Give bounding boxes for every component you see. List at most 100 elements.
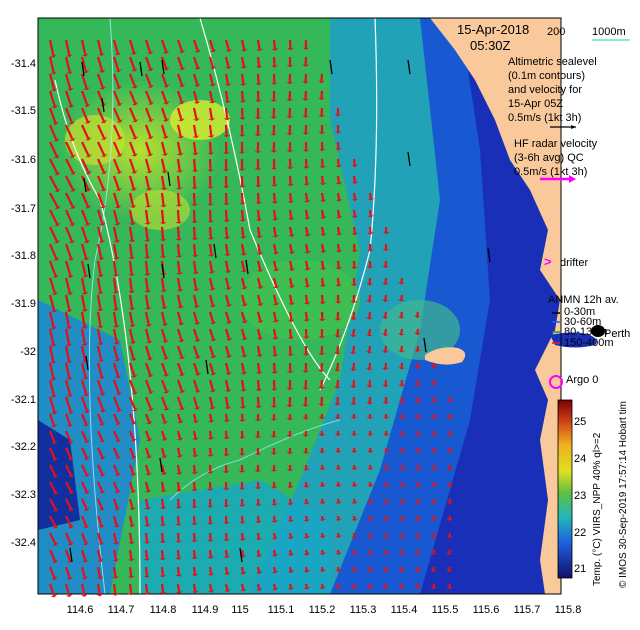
velocity-arrow: [112, 73, 120, 88]
velocity-arrow-head: [367, 215, 375, 218]
velocity-arrow-head: [208, 100, 216, 104]
velocity-arrow-head: [254, 419, 262, 422]
velocity-arrow: [272, 56, 276, 66]
velocity-arrow: [240, 396, 245, 407]
velocity-arrow-head: [270, 133, 278, 136]
velocity-arrow-head: [334, 450, 342, 453]
velocity-arrow-head: [130, 455, 137, 459]
velocity-arrow: [128, 90, 137, 104]
velocity-arrow: [96, 107, 105, 122]
velocity-arrow: [336, 345, 340, 353]
velocity-arrow-head: [207, 420, 215, 423]
velocity-arrow-head: [111, 593, 119, 596]
velocity-arrow: [48, 566, 56, 579]
velocity-arrow: [81, 481, 88, 493]
velocity-arrow-head: [84, 205, 92, 209]
velocity-arrow: [97, 141, 106, 156]
velocity-arrow-head: [222, 454, 230, 457]
velocity-arrow-head: [84, 222, 91, 226]
velocity-arrow: [128, 158, 136, 173]
velocity-arrow-head: [398, 367, 406, 370]
x-tick: 115.3: [349, 604, 377, 616]
velocity-arrow-head: [382, 553, 390, 555]
velocity-arrow: [80, 192, 90, 208]
velocity-arrow-head: [178, 66, 186, 70]
velocity-arrow-head: [147, 67, 154, 71]
velocity-arrow-head: [65, 54, 73, 58]
velocity-arrow-head: [286, 82, 294, 85]
velocity-arrow-head: [334, 569, 342, 572]
velocity-arrow: [160, 124, 167, 138]
velocity-arrow-head: [225, 287, 232, 290]
velocity-arrow-head: [335, 233, 343, 236]
velocity-arrow-head: [176, 170, 184, 173]
velocity-arrow: [192, 413, 197, 422]
velocity-arrow: [176, 73, 184, 86]
velocity-arrow-head: [414, 467, 422, 470]
velocity-arrow: [256, 515, 260, 522]
velocity-arrow-head: [318, 115, 326, 118]
velocity-arrow: [176, 311, 183, 324]
velocity-arrow-head: [271, 65, 278, 68]
velocity-arrow: [272, 277, 278, 287]
velocity-arrow: [96, 175, 105, 190]
velocity-arrow-head: [303, 502, 310, 505]
velocity-arrow: [272, 362, 276, 372]
y-tick: -32.3: [10, 489, 36, 501]
velocity-arrow-head: [192, 152, 199, 156]
velocity-arrow-head: [398, 552, 406, 555]
velocity-arrow-head: [445, 552, 453, 555]
velocity-arrow-head: [319, 233, 327, 236]
credit-label: © IMOS 30-Sep-2019 17:57:14 Hobart tim: [618, 401, 629, 588]
velocity-arrow-head: [84, 103, 91, 107]
velocity-arrow-head: [270, 116, 278, 119]
velocity-arrow-head: [50, 394, 58, 398]
velocity-arrow: [320, 583, 324, 588]
legend-altimetric-3: and velocity for: [508, 84, 582, 96]
velocity-arrow-head: [128, 239, 136, 243]
velocity-arrow-head: [163, 67, 170, 71]
velocity-arrow-head: [193, 101, 201, 104]
velocity-arrow: [144, 141, 152, 155]
velocity-arrow-head: [50, 309, 58, 313]
velocity-arrow-head: [83, 87, 90, 91]
velocity-arrow-head: [145, 323, 153, 327]
velocity-arrow: [240, 362, 246, 373]
velocity-arrow-head: [222, 169, 230, 172]
velocity-arrow-head: [335, 552, 342, 555]
velocity-arrow-head: [255, 218, 263, 222]
velocity-arrow: [80, 413, 88, 425]
velocity-arrow-head: [207, 169, 214, 172]
velocity-arrow-head: [256, 252, 264, 255]
velocity-arrow-head: [176, 437, 184, 441]
velocity-arrow: [448, 549, 452, 554]
velocity-arrow-head: [414, 484, 422, 487]
velocity-arrow: [112, 345, 119, 360]
velocity-arrow: [144, 226, 149, 240]
velocity-arrow: [288, 566, 292, 572]
velocity-arrow-head: [128, 256, 136, 260]
velocity-arrow: [112, 141, 121, 156]
velocity-arrow: [80, 243, 88, 259]
velocity-arrow-head: [193, 118, 200, 121]
altimetric-arrow: [423, 337, 427, 353]
velocity-arrow: [368, 226, 372, 233]
velocity-arrow-head: [319, 250, 327, 253]
velocity-arrow-head: [382, 501, 390, 504]
velocity-arrow-head: [397, 333, 405, 336]
velocity-arrow-head: [112, 308, 120, 311]
velocity-arrow-head: [145, 472, 152, 476]
velocity-arrow-head: [68, 473, 75, 478]
velocity-arrow: [128, 379, 136, 393]
velocity-arrow-head: [382, 265, 390, 269]
velocity-arrow-head: [351, 164, 359, 168]
altimetric-arrow: [161, 263, 165, 279]
x-tick: 115.1: [267, 604, 295, 616]
velocity-arrow-head: [350, 484, 358, 487]
velocity-arrow-head: [69, 222, 76, 226]
velocity-arrow-head: [398, 518, 406, 521]
velocity-arrow: [208, 226, 212, 238]
velocity-arrow-head: [224, 83, 232, 86]
velocity-arrow-head: [191, 221, 199, 224]
velocity-arrow: [176, 515, 180, 524]
